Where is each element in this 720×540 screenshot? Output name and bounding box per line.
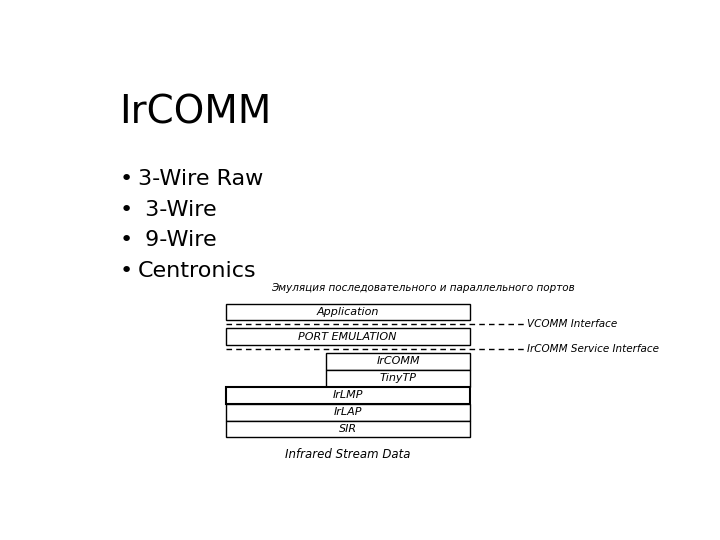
Text: IrCOMM: IrCOMM bbox=[120, 93, 271, 132]
Text: •: • bbox=[120, 200, 132, 220]
Text: VCOMM Interface: VCOMM Interface bbox=[527, 319, 617, 329]
Text: Эмуляция последовательного и параллельного портов: Эмуляция последовательного и параллельно… bbox=[271, 283, 575, 293]
Bar bbox=[225, 387, 469, 403]
Bar bbox=[225, 328, 469, 345]
Text: 9-Wire: 9-Wire bbox=[138, 231, 217, 251]
Text: Centronics: Centronics bbox=[138, 261, 256, 281]
Text: Application: Application bbox=[317, 307, 379, 317]
Text: 3-Wire: 3-Wire bbox=[138, 200, 217, 220]
Text: IrLAP: IrLAP bbox=[333, 407, 362, 417]
Bar bbox=[225, 421, 469, 437]
Text: •: • bbox=[120, 231, 132, 251]
Bar bbox=[326, 370, 469, 387]
Text: IrLMP: IrLMP bbox=[333, 390, 363, 400]
Text: IrCOMM: IrCOMM bbox=[377, 356, 420, 366]
Text: Infrared Stream Data: Infrared Stream Data bbox=[285, 448, 410, 461]
Text: 3-Wire Raw: 3-Wire Raw bbox=[138, 169, 264, 189]
Bar bbox=[326, 353, 469, 370]
Text: TinyTP: TinyTP bbox=[379, 373, 417, 383]
Text: SIR: SIR bbox=[338, 424, 356, 434]
Bar bbox=[225, 303, 469, 320]
Bar bbox=[225, 403, 469, 421]
Text: •: • bbox=[120, 169, 132, 189]
Text: IrCOMM Service Interface: IrCOMM Service Interface bbox=[527, 344, 659, 354]
Text: •: • bbox=[120, 261, 132, 281]
Text: PORT EMULATION: PORT EMULATION bbox=[298, 332, 397, 342]
